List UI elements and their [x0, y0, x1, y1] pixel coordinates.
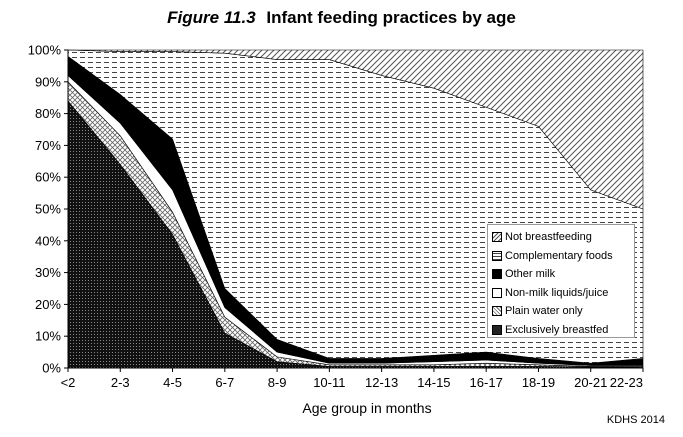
non-milk-liquids-swatch-icon [492, 287, 502, 298]
area-not-breastfeeding [67, 49, 644, 210]
legend-label: Non-milk liquids/juice [505, 286, 609, 299]
x-tick-label: 18-19 [522, 375, 555, 390]
legend-label: Exclusively breastfed [505, 323, 609, 336]
legend-label: Plain water only [505, 305, 583, 318]
x-tick-label: 6-7 [215, 375, 234, 390]
not-breastfeeding-swatch-icon [492, 232, 502, 243]
figure-number: Figure 11.3 [167, 8, 256, 27]
legend-item-not-breastfeeding: Not breastfeeding [492, 228, 630, 247]
plain-water-swatch-icon [492, 306, 502, 317]
exclusively-breastfed-swatch-icon [492, 324, 502, 335]
x-tick-label: 2-3 [111, 375, 130, 390]
complementary-foods-swatch-icon [492, 250, 502, 261]
y-tick-label: 10% [35, 329, 61, 344]
legend-item-other-milk: Other milk [492, 265, 630, 284]
x-axis-label: Age group in months [302, 400, 431, 416]
y-tick-label: 50% [35, 202, 61, 217]
y-tick-label: 40% [35, 233, 61, 248]
x-tick-label: 10-11 [313, 375, 345, 390]
x-tick-labels: <2 2-3 4-5 6-7 8-9 10-11 12-13 14-15 16-17 18-19 2… [61, 368, 644, 390]
legend-label: Complementary foods [505, 249, 613, 262]
legend-label: Not breastfeeding [505, 231, 592, 244]
y-tick-label: 100% [28, 43, 62, 58]
chart-title: Figure 11.3 Infant feeding practices by … [0, 8, 683, 28]
legend: Not breastfeeding Complementary foods Ot… [487, 224, 635, 338]
y-tick-label: 70% [35, 138, 61, 153]
legend-item-plain-water: Plain water only [492, 302, 630, 321]
source-note: KDHS 2014 [606, 414, 665, 426]
legend-label: Other milk [505, 268, 556, 281]
x-tick-label: 22-23 [610, 375, 643, 390]
y-tick-label: 90% [35, 74, 61, 89]
legend-item-non-milk-liquids: Non-milk liquids/juice [492, 284, 630, 303]
y-tick-label: 60% [35, 170, 61, 185]
x-tick-label: <2 [61, 375, 76, 390]
legend-item-complementary-foods: Complementary foods [492, 247, 630, 266]
x-tick-label: 12-13 [365, 375, 398, 390]
x-tick-label: 8-9 [268, 375, 287, 390]
legend-item-exclusively-breastfed: Exclusively breastfed [492, 321, 630, 340]
y-tick-label: 80% [35, 106, 61, 121]
other-milk-swatch-icon [492, 269, 502, 280]
x-tick-label: 16-17 [470, 375, 503, 390]
y-tick-label: 30% [35, 265, 61, 280]
x-tick-label: 20-21 [574, 375, 607, 390]
x-tick-label: 4-5 [163, 375, 182, 390]
figure-title: Infant feeding practices by age [266, 8, 516, 27]
y-tick-label: 0% [42, 361, 61, 376]
y-tick-label: 20% [35, 297, 61, 312]
x-tick-label: 14-15 [417, 375, 450, 390]
y-tick-labels: 0% 10% 20% 30% 40% 50% 60% 70% 80% 90% 100% [28, 43, 68, 376]
